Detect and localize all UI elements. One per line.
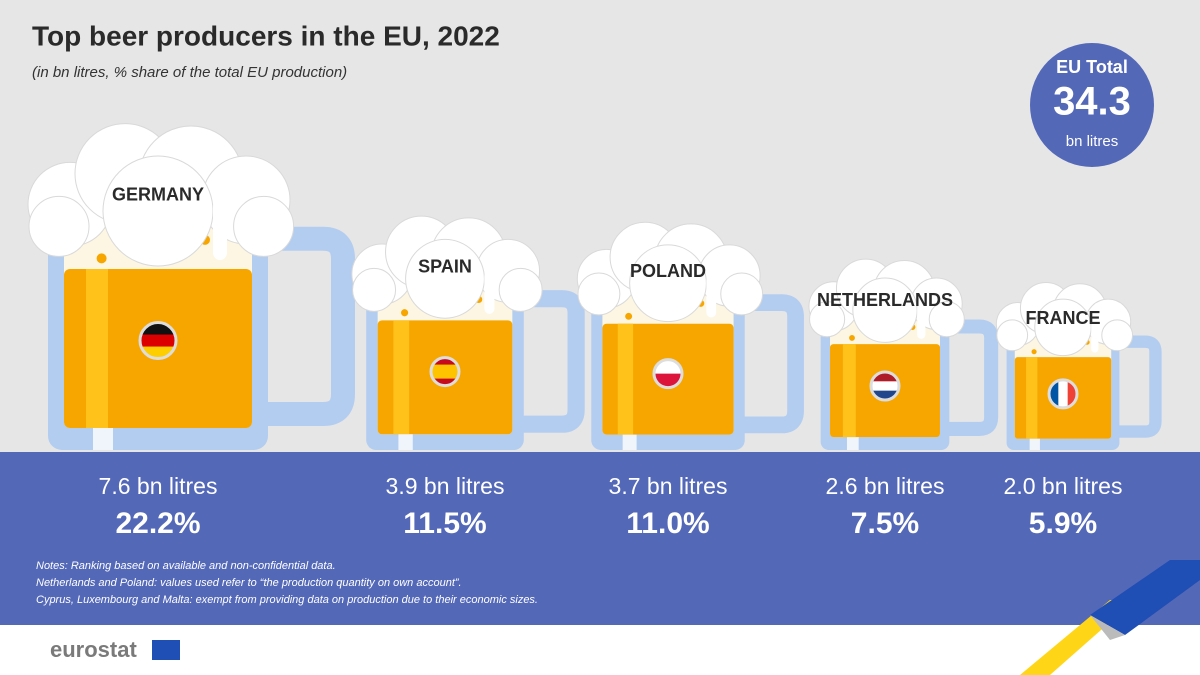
title: Top beer producers in the EU, 2022: [32, 20, 500, 51]
mug: GERMANY: [27, 123, 355, 450]
beer-highlight: [393, 320, 410, 435]
foam-drip: [484, 270, 495, 314]
data-band: [0, 452, 1200, 625]
foam: [498, 267, 543, 312]
volume-label: 2.0 bn litres: [1004, 473, 1123, 499]
beer-highlight: [1026, 357, 1038, 439]
flag-stripe: [431, 357, 459, 366]
flag: [431, 357, 459, 386]
foam-drip: [917, 303, 926, 339]
flag-rim: [652, 358, 684, 390]
flag-stripe: [1049, 379, 1059, 408]
beer-highlight: [842, 344, 856, 438]
flag-stripe: [871, 371, 899, 382]
foam: [233, 195, 295, 257]
foam: [720, 272, 764, 316]
mug-handle: [518, 290, 585, 433]
total-unit: bn litres: [1066, 133, 1119, 150]
foam-drip: [1091, 321, 1099, 353]
glass-shine: [93, 428, 113, 450]
source-logo: eurostat: [50, 637, 137, 662]
mug-handle: [1114, 335, 1162, 438]
flag-stripe: [140, 334, 176, 348]
mug: POLAND: [576, 221, 804, 450]
share-label: 11.0%: [626, 507, 709, 540]
foam: [1101, 319, 1134, 352]
flag-rim: [429, 356, 461, 388]
bubble: [625, 312, 633, 320]
share-label: 22.2%: [115, 507, 200, 540]
decor: [1090, 615, 1125, 640]
glass-shine: [622, 434, 637, 450]
volume-label: 3.9 bn litres: [386, 473, 505, 499]
total-label: EU Total: [1056, 57, 1128, 77]
share-label: 5.9%: [1029, 507, 1097, 540]
volume-label: 3.7 bn litres: [609, 473, 728, 499]
flag-stripe: [431, 364, 459, 373]
volume-label: 7.6 bn litres: [99, 473, 218, 499]
country-label: NETHERLANDS: [817, 290, 953, 310]
foam-drip: [706, 275, 717, 318]
mug: NETHERLANDS: [808, 258, 999, 450]
share-label: 11.5%: [403, 507, 486, 540]
footer: [0, 625, 1200, 675]
foam: [809, 301, 846, 338]
flag-rim: [1047, 378, 1079, 410]
glass-shine: [398, 434, 413, 450]
flag-stripe: [431, 371, 459, 380]
foam: [577, 272, 621, 316]
flag-stripe: [871, 381, 899, 392]
total-value: 34.3: [1053, 80, 1131, 124]
bubble: [96, 253, 107, 264]
foam: [852, 277, 918, 343]
mug: FRANCE: [995, 282, 1162, 450]
total-circle: [1030, 43, 1154, 167]
share-label: 7.5%: [851, 507, 919, 540]
flag-rim: [869, 370, 901, 402]
flag: [871, 371, 899, 400]
bubble: [849, 335, 855, 341]
country-label: POLAND: [630, 261, 706, 281]
decor: [1090, 560, 1200, 635]
flag-rim: [138, 321, 178, 361]
foam: [928, 301, 965, 338]
bubble: [1031, 349, 1037, 355]
country-label: SPAIN: [418, 257, 472, 277]
eu-flag: [152, 640, 180, 660]
flag: [1049, 379, 1077, 408]
bubble: [401, 309, 409, 317]
foam: [28, 195, 90, 257]
subtitle: (in bn litres, % share of the total EU p…: [32, 64, 347, 81]
mug-handle: [739, 294, 804, 434]
mug-handle: [944, 319, 999, 436]
flag-stripe: [431, 378, 459, 386]
note: Notes: Ranking based on available and no…: [36, 560, 336, 572]
mug: SPAIN: [351, 215, 585, 450]
foam: [996, 319, 1029, 352]
foam: [405, 238, 485, 319]
note: Netherlands and Poland: values used refe…: [36, 577, 462, 589]
country-label: GERMANY: [112, 184, 204, 204]
beer-highlight: [617, 323, 634, 435]
foam-drip: [213, 200, 227, 260]
glass-shine: [846, 437, 859, 450]
flag-stripe: [654, 359, 682, 375]
flag-stripe: [1058, 379, 1069, 408]
flag-stripe: [1067, 379, 1077, 408]
foam: [352, 267, 397, 312]
foam: [629, 244, 707, 323]
flag-stripe: [871, 390, 899, 400]
note: Cyprus, Luxembourg and Malta: exempt fro…: [36, 594, 538, 606]
glass-shine: [1029, 438, 1040, 450]
total-badge: EU Total 34.3 bn litres: [1030, 43, 1154, 167]
mug-handle: [263, 226, 355, 426]
country-label: FRANCE: [1026, 308, 1101, 328]
beer-highlight: [86, 269, 108, 428]
volume-label: 2.6 bn litres: [826, 473, 945, 499]
foam: [102, 155, 214, 267]
